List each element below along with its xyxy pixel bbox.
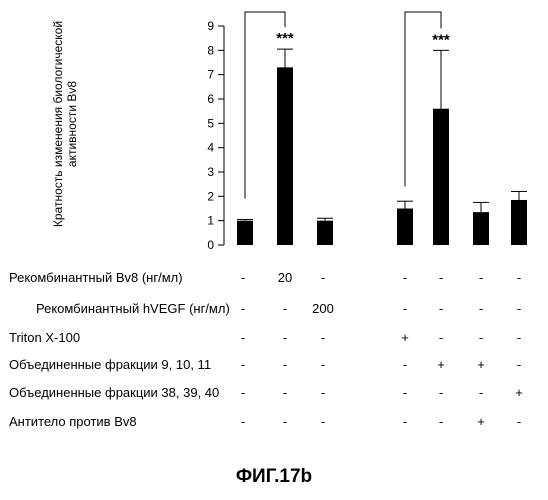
table-cell: 200 xyxy=(308,301,338,316)
table-row-label: Объединенные фракции 38, 39, 40 xyxy=(9,385,219,400)
table-cell: - xyxy=(228,330,258,345)
table-cell: - xyxy=(426,330,456,345)
y-tick-label: 4 xyxy=(207,141,214,155)
table-cell: - xyxy=(270,414,300,429)
y-tick-label: 6 xyxy=(207,92,214,106)
table-row-label: Объединенные фракции 9, 10, 11 xyxy=(9,357,211,372)
y-tick-label: 3 xyxy=(207,165,214,179)
y-tick-label: 9 xyxy=(207,19,214,33)
bar-chart: 0 1 2 3 4 5 6 7 8 9 *** *** xyxy=(0,0,548,260)
table-cell: - xyxy=(426,385,456,400)
table-cell: - xyxy=(228,270,258,285)
table-cell: - xyxy=(390,385,420,400)
y-tick-label: 2 xyxy=(207,189,214,203)
table-cell: - xyxy=(308,385,338,400)
table-cell: - xyxy=(270,357,300,372)
table-cell: - xyxy=(270,330,300,345)
y-tick-label: 8 xyxy=(207,43,214,57)
significance-label: *** xyxy=(276,30,294,47)
table-cell: - xyxy=(466,385,496,400)
table-cell: - xyxy=(390,357,420,372)
table-row-label: Рекомбинантный Bv8 (нг/мл) xyxy=(9,270,183,285)
table-cell: + xyxy=(504,385,534,400)
table-cell: - xyxy=(390,301,420,316)
table-cell: - xyxy=(228,301,258,316)
bar xyxy=(511,200,527,245)
bar xyxy=(433,109,449,245)
table-cell: - xyxy=(466,270,496,285)
y-tick-label: 5 xyxy=(207,116,214,130)
y-axis-label: Кратность изменения биологической активн… xyxy=(51,14,79,234)
table-cell: + xyxy=(466,357,496,372)
table-cell: - xyxy=(228,385,258,400)
table-cell: - xyxy=(228,414,258,429)
bar xyxy=(277,67,293,245)
bar xyxy=(397,209,413,246)
table-cell: - xyxy=(504,414,534,429)
table-cell: - xyxy=(426,414,456,429)
table-cell: - xyxy=(228,357,258,372)
table-row-label: Рекомбинантный hVEGF (нг/мл) xyxy=(36,301,230,316)
table-cell: + xyxy=(466,414,496,429)
table-cell: - xyxy=(504,357,534,372)
table-cell: - xyxy=(426,270,456,285)
table-cell: - xyxy=(466,301,496,316)
table-cell: - xyxy=(308,414,338,429)
table-cell: - xyxy=(308,357,338,372)
bar xyxy=(317,221,333,245)
y-tick-label: 0 xyxy=(207,238,214,252)
table-row-label: Антитело против Bv8 xyxy=(9,414,137,429)
y-tick-label: 7 xyxy=(207,68,214,82)
y-tick-label: 1 xyxy=(207,214,214,228)
table-cell: - xyxy=(504,330,534,345)
table-cell: + xyxy=(426,357,456,372)
table-cell: - xyxy=(466,330,496,345)
table-cell: - xyxy=(270,301,300,316)
table-cell: - xyxy=(308,270,338,285)
table-cell: - xyxy=(504,301,534,316)
table-cell: - xyxy=(390,414,420,429)
table-cell: - xyxy=(426,301,456,316)
bar xyxy=(237,221,253,245)
table-cell: - xyxy=(390,270,420,285)
figure-caption: ФИГ.17b xyxy=(0,466,548,488)
table-row-label: Triton X-100 xyxy=(9,330,80,345)
table-cell: - xyxy=(308,330,338,345)
table-cell: 20 xyxy=(270,270,300,285)
bar xyxy=(473,212,489,245)
significance-label: *** xyxy=(432,31,450,48)
table-cell: + xyxy=(390,330,420,345)
table-cell: - xyxy=(270,385,300,400)
table-cell: - xyxy=(504,270,534,285)
